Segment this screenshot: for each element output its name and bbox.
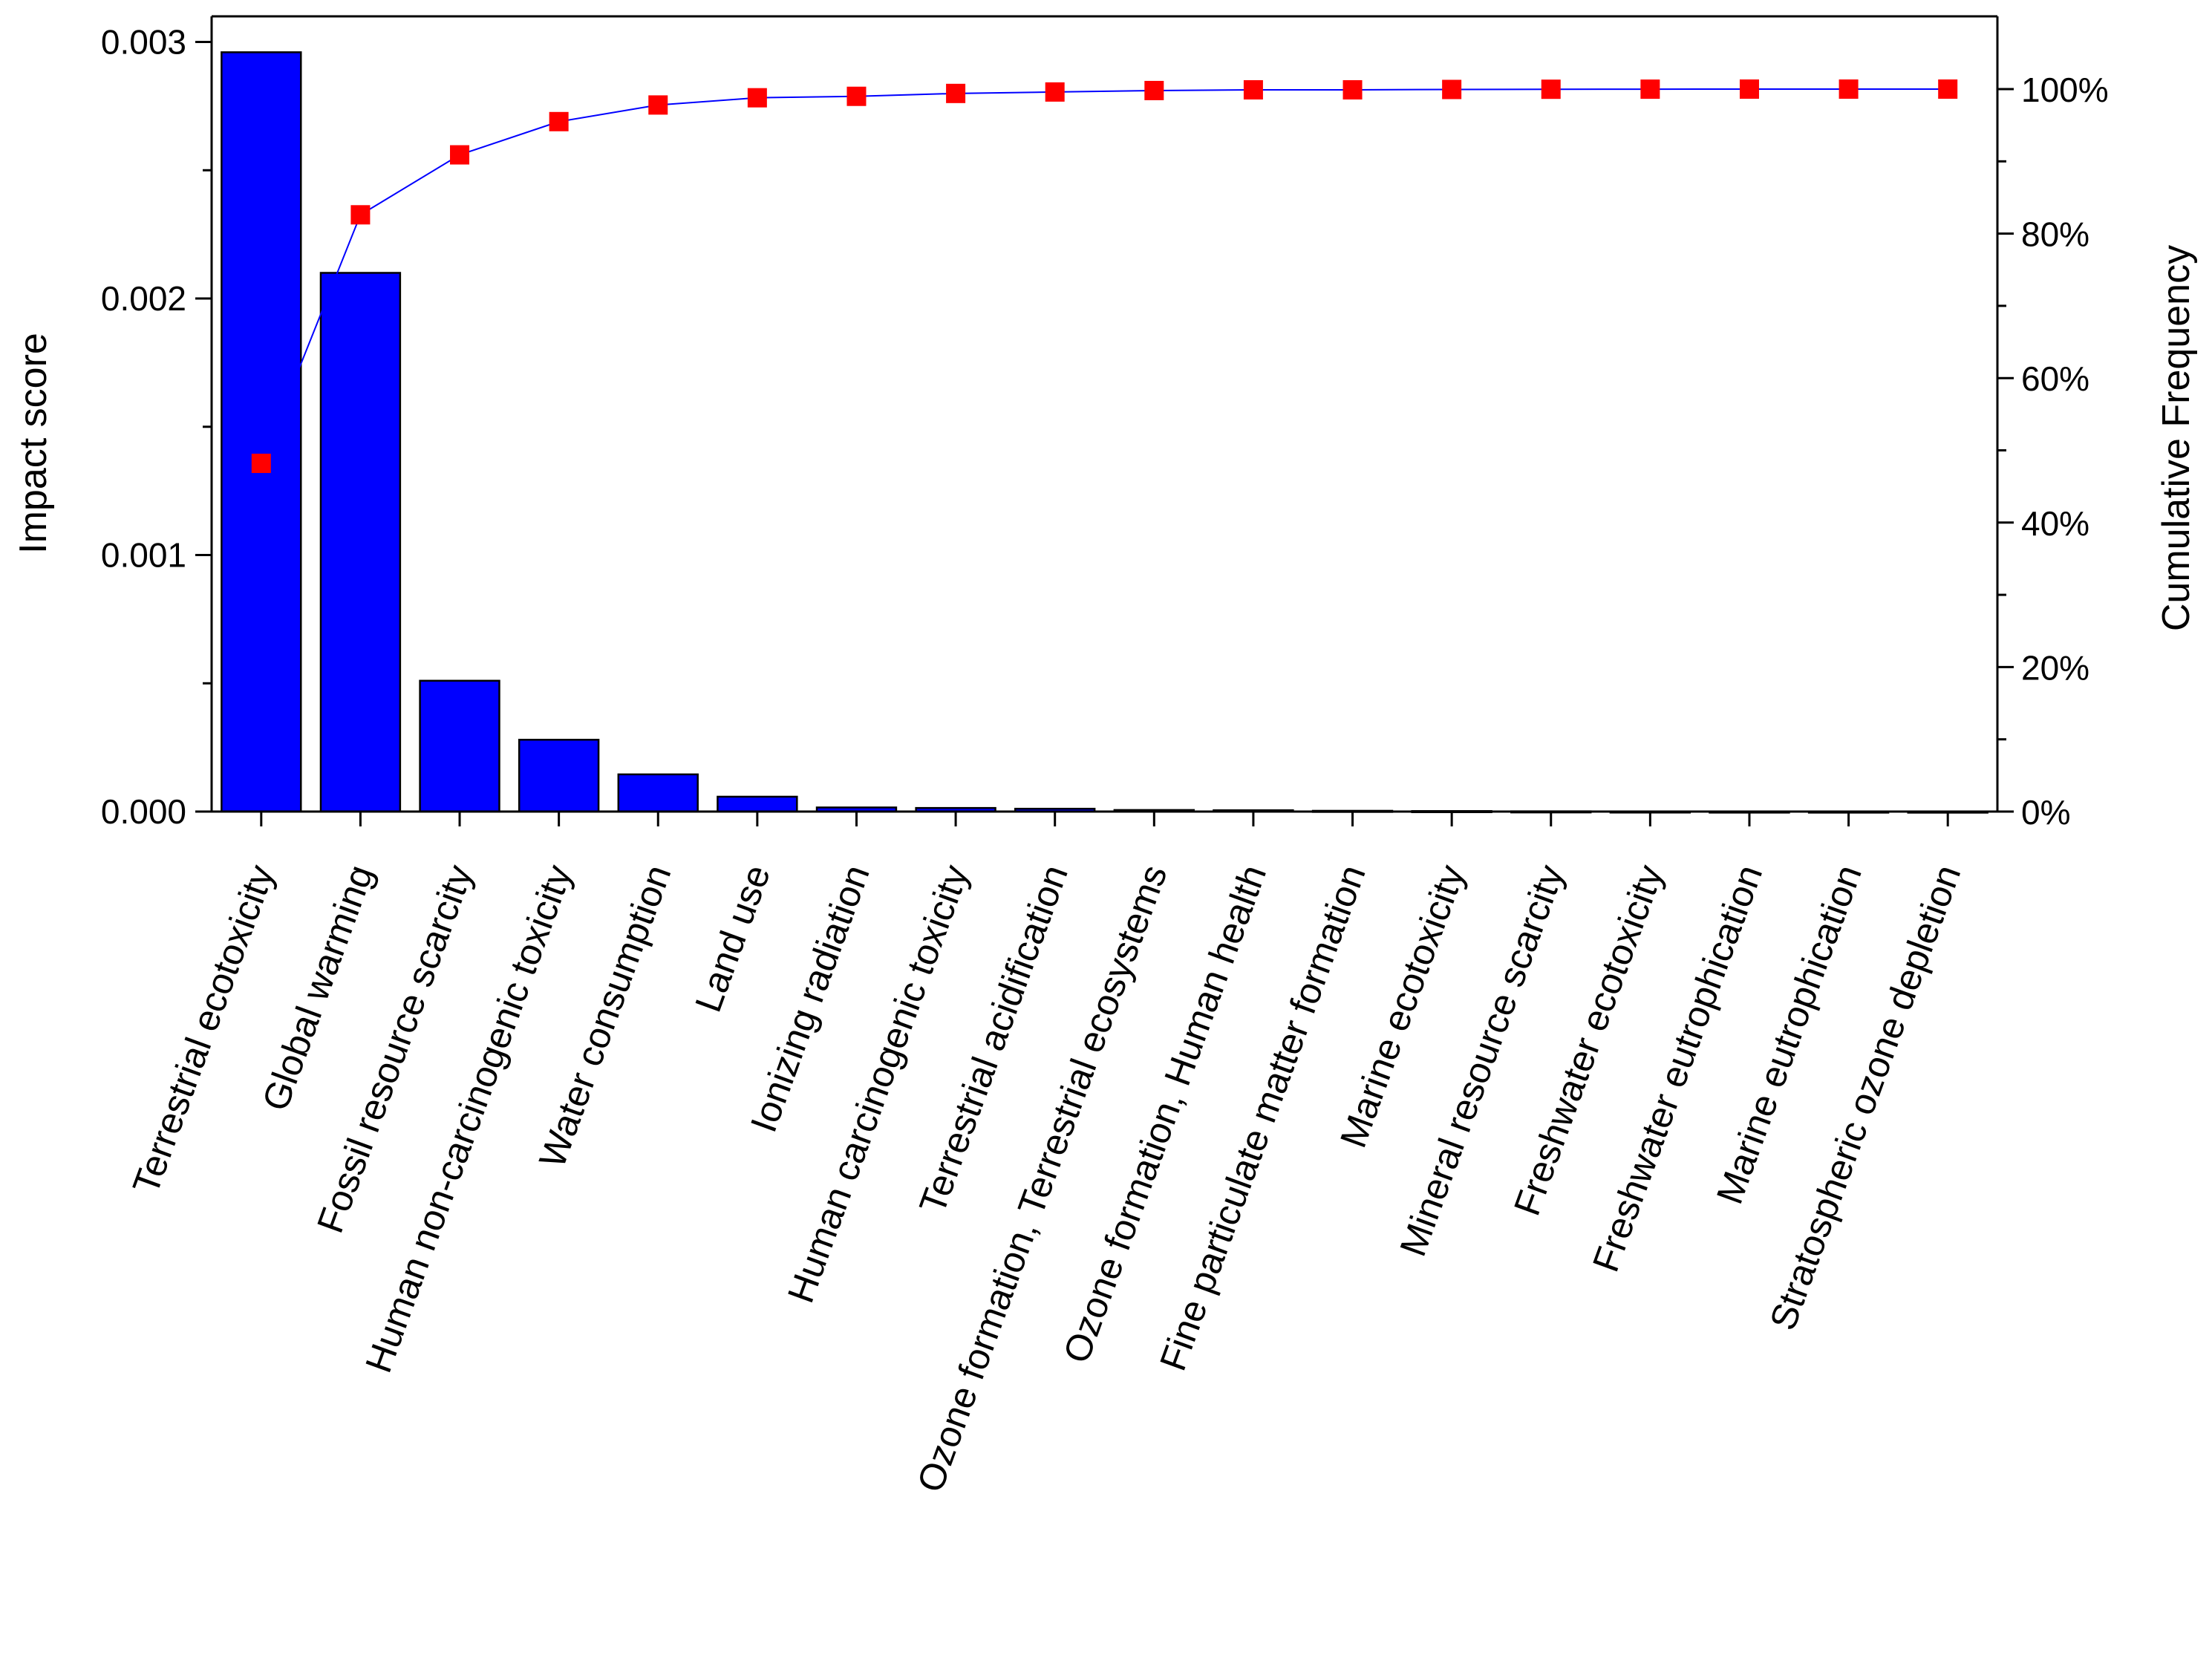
cumulative-line-series bbox=[251, 79, 1958, 474]
cumulative-point-14 bbox=[1541, 79, 1561, 99]
y-tick-label-3: 0.003 bbox=[101, 23, 186, 62]
bar-3 bbox=[419, 679, 500, 813]
bar-6 bbox=[717, 795, 798, 813]
y2-tick-label-3: 60% bbox=[2021, 359, 2089, 398]
y-tick-label-1: 0.001 bbox=[101, 536, 186, 575]
y-axis-title: Impact score bbox=[12, 333, 55, 554]
category-label-18: Stratospheric ozone depletion bbox=[1762, 860, 1969, 1336]
cumulative-point-12 bbox=[1342, 79, 1363, 99]
y2-tick-label-0: 0% bbox=[2021, 793, 2070, 832]
cumulative-line bbox=[260, 88, 1948, 464]
cumulative-point-15 bbox=[1640, 79, 1660, 99]
cumulative-point-17 bbox=[1839, 79, 1859, 99]
cumulative-point-10 bbox=[1144, 80, 1164, 100]
cumulative-point-11 bbox=[1243, 79, 1263, 99]
y2-tick-label-4: 80% bbox=[2021, 215, 2089, 254]
cumulative-point-1 bbox=[251, 454, 271, 474]
y2-tick-label-5: 100% bbox=[2021, 71, 2109, 109]
axes: 0.000 0.001 0.002 0.003 0% 20% 40% 60% 80% 100% bbox=[101, 15, 2109, 832]
y2-tick-label-1: 20% bbox=[2021, 648, 2089, 687]
bar-2 bbox=[319, 272, 402, 813]
y-tick-label-2: 0.002 bbox=[101, 279, 186, 318]
y2-tick-label-2: 40% bbox=[2021, 504, 2089, 543]
cumulative-point-4 bbox=[549, 111, 569, 131]
category-label-1: Terrestrial ecotoxicity bbox=[125, 860, 282, 1200]
cumulative-point-16 bbox=[1739, 79, 1759, 99]
bar-1 bbox=[221, 51, 302, 813]
cumulative-point-3 bbox=[450, 145, 470, 165]
cumulative-point-18 bbox=[1938, 79, 1958, 99]
bar-series bbox=[221, 51, 1988, 814]
cumulative-point-8 bbox=[946, 83, 966, 103]
cumulative-point-13 bbox=[1442, 79, 1462, 99]
bar-4 bbox=[518, 739, 600, 813]
cumulative-point-5 bbox=[648, 95, 668, 115]
cumulative-point-2 bbox=[350, 205, 371, 225]
y-tick-label-0: 0.000 bbox=[101, 792, 186, 831]
cumulative-point-7 bbox=[846, 86, 867, 106]
bar-5 bbox=[617, 773, 699, 813]
y2-axis-title: Cumulative Frequency bbox=[2155, 245, 2198, 631]
cumulative-point-6 bbox=[747, 88, 767, 108]
category-label-8: Human carcinogenic toxicity bbox=[780, 860, 977, 1308]
category-label-6: Land use bbox=[687, 860, 778, 1017]
cumulative-point-9 bbox=[1045, 82, 1065, 102]
